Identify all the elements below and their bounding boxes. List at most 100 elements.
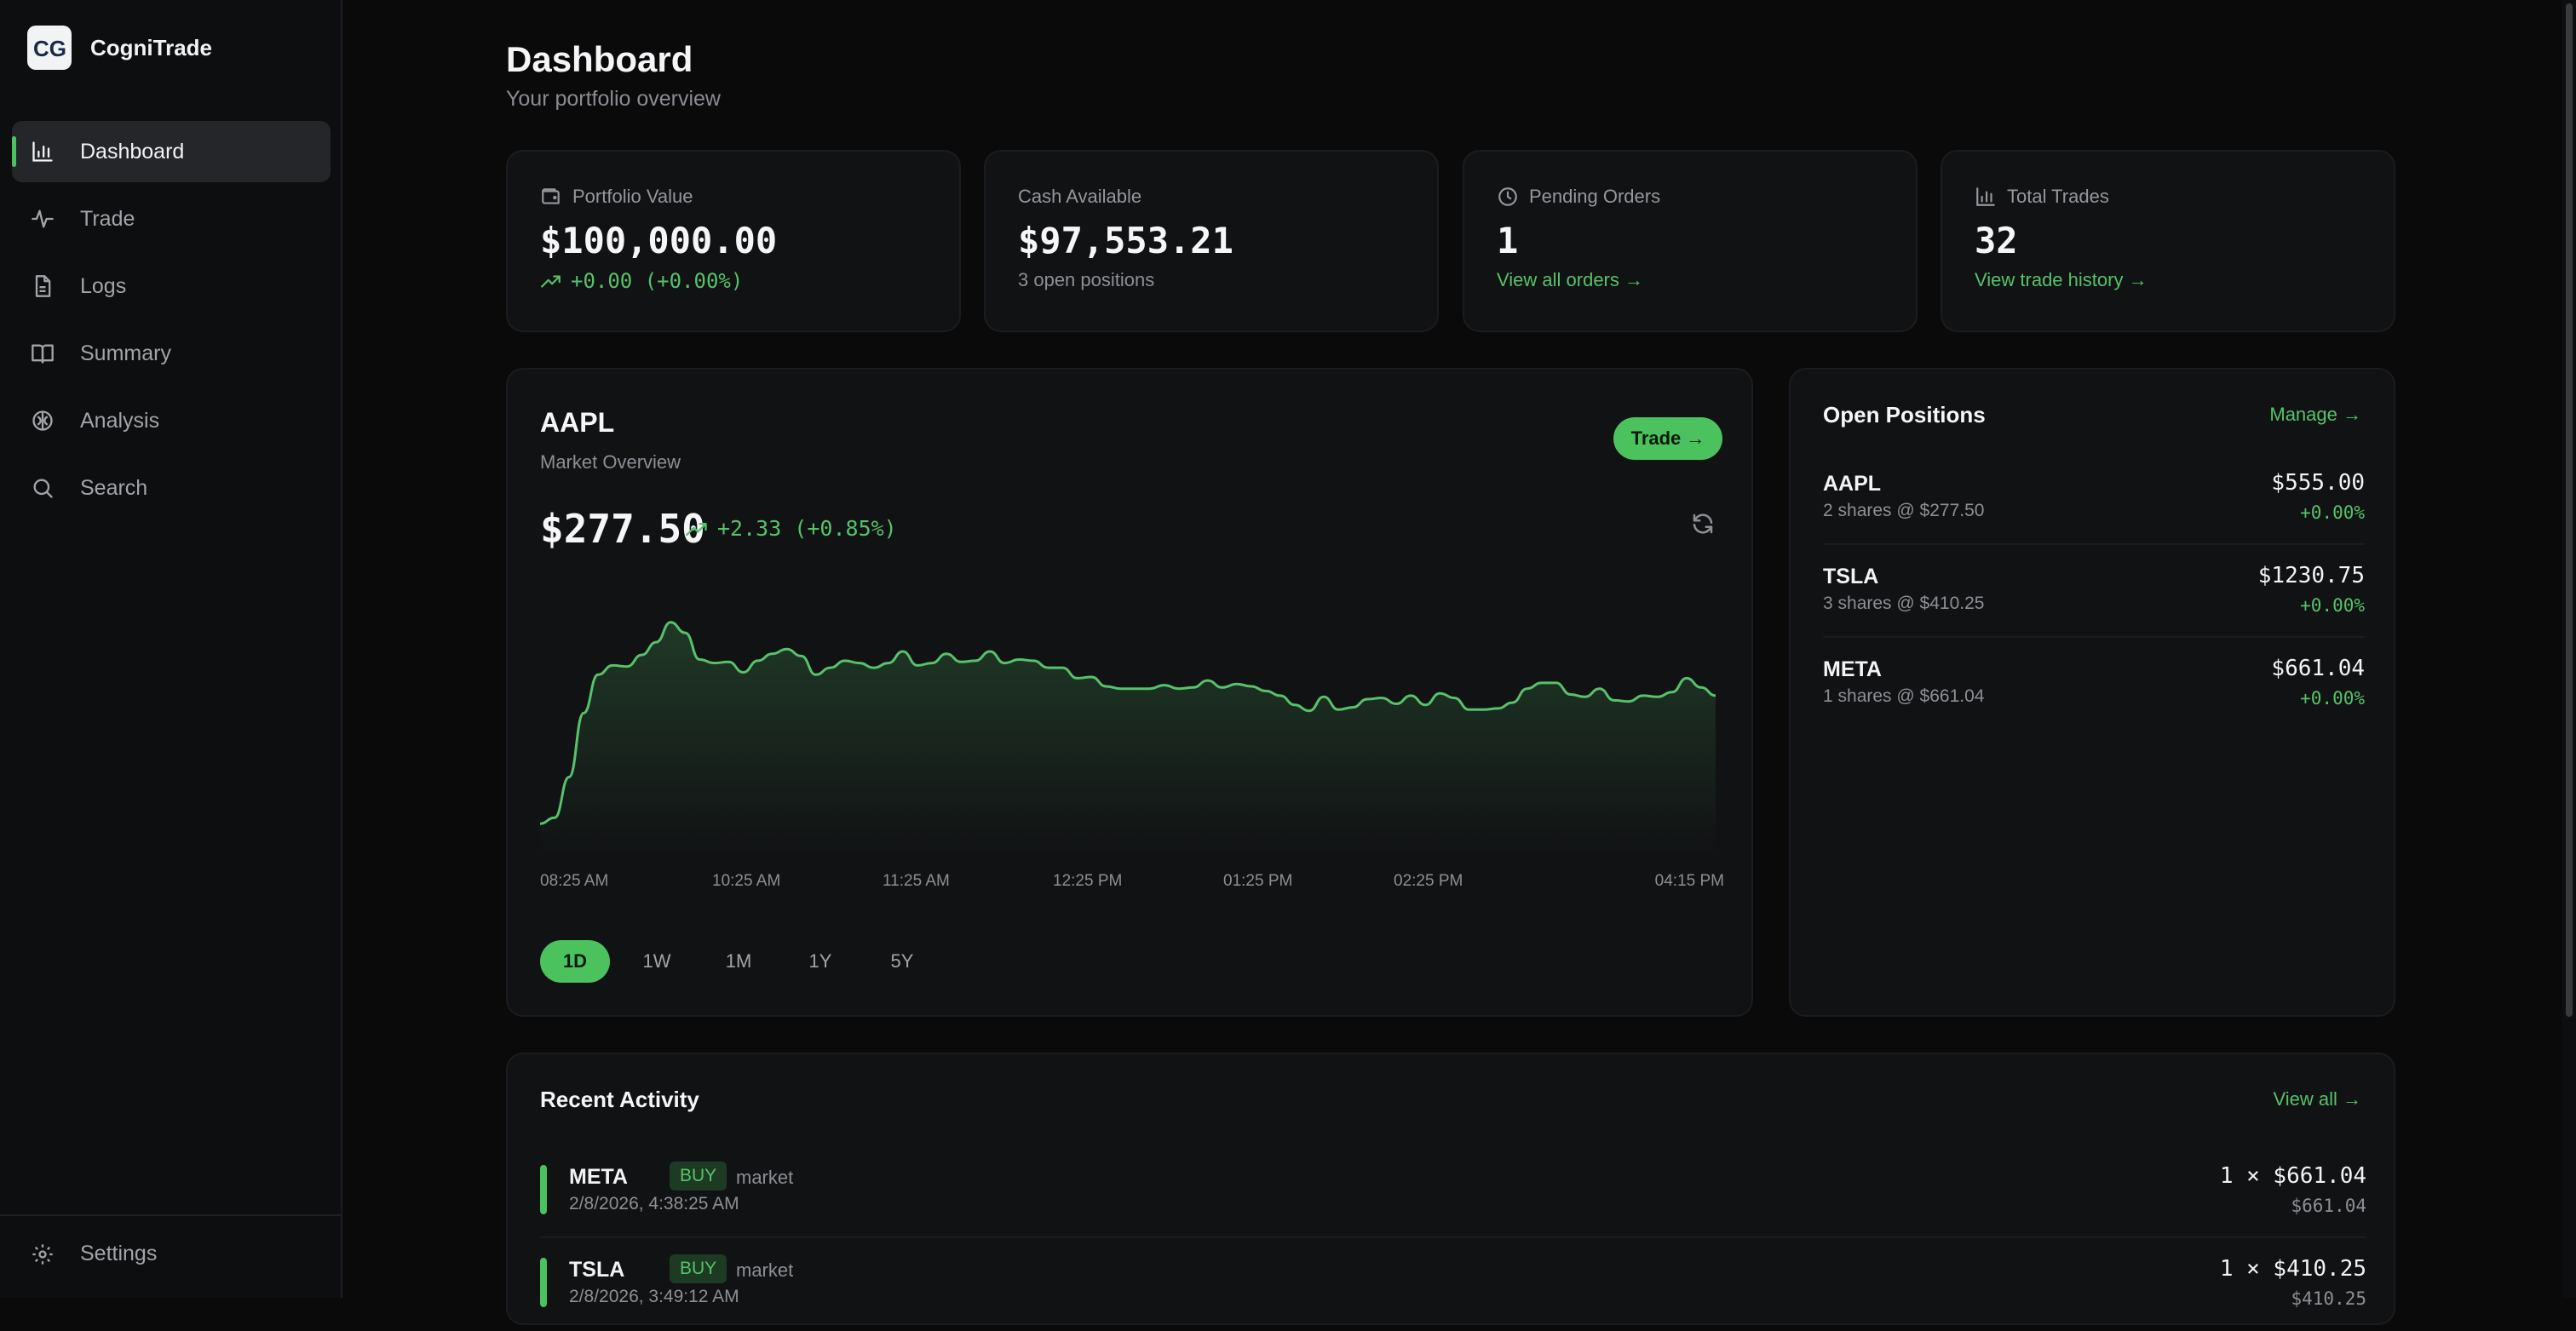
activity-quantity: 1 × $661.04 [2219,1163,2366,1189]
trending-up-icon [686,522,707,536]
x-tick-label: 08:25 AM [540,872,609,890]
position-row[interactable]: AAPL 2 shares @ $277.50 $555.00 +0.00% [1823,453,2365,545]
activity-total: $410.25 [2291,1288,2366,1309]
bar-chart-icon [32,141,53,162]
page-title: Dashboard [506,39,693,79]
activity-timestamp: 2/8/2026, 3:49:12 AM [569,1287,739,1306]
chart-area-fill [540,622,1716,855]
price-chart[interactable] [540,600,1716,855]
position-detail: 1 shares @ $661.04 [1823,686,1985,706]
sidebar-item-dashboard[interactable]: Dashboard [12,121,331,182]
range-1d-button[interactable]: 1D [540,940,610,983]
stat-card-total-trades: Total Trades 32 View trade history → [1941,150,2395,332]
activity-total: $661.04 [2291,1196,2366,1216]
stat-label: Portfolio Value [540,186,693,208]
position-value: $555.00 [2271,470,2365,496]
x-tick-label: 01:25 PM [1223,872,1293,890]
x-tick-label: 02:25 PM [1394,872,1463,890]
activity-indicator [540,1258,547,1307]
stat-foot: 3 open positions [1018,269,1155,290]
sidebar-item-label: Logs [80,273,127,298]
refresh-icon[interactable] [1690,511,1716,536]
chart-price-line [540,621,1716,825]
bar-chart-icon [1976,187,1995,206]
settings-label: Settings [80,1242,158,1265]
positions-title: Open Positions [1823,402,1986,427]
view-all-activity-link[interactable]: View all → [2273,1088,2361,1110]
brand[interactable]: CG CogniTrade [27,26,212,70]
stat-card-portfolio-value: Portfolio Value $100,000.00 +0.00 (+0.00… [506,150,961,332]
gear-icon [32,1243,53,1265]
sidebar-item-trade[interactable]: Trade [12,188,331,250]
position-value: $1230.75 [2257,563,2365,588]
stat-label: Total Trades [1975,186,2109,208]
trade-button[interactable]: Trade → [1613,417,1722,460]
order-type: market [736,1259,794,1281]
manage-positions-link[interactable]: Manage → [2269,404,2361,425]
svg-text:CG: CG [33,36,66,60]
open-positions-card: Open Positions Manage → AAPL 2 shares @ … [1789,368,2395,1017]
stat-change: +0.00 (+0.00%) [540,269,743,293]
order-side-badge: BUY [670,1162,727,1190]
stat-card-cash-available: Cash Available $97,553.21 3 open positio… [984,150,1439,332]
recent-activity-card: Recent Activity View all → META BUY mark… [506,1053,2395,1325]
activity-symbol: TSLA [569,1258,625,1282]
position-detail: 3 shares @ $410.25 [1823,594,1985,613]
x-tick-label: 12:25 PM [1053,872,1123,890]
position-symbol: TSLA [1823,565,1879,588]
sidebar-item-label: Summary [80,341,171,365]
sidebar-item-summary[interactable]: Summary [12,323,331,384]
x-tick-label: 11:25 AM [883,872,950,890]
activity-title: Recent Activity [540,1087,699,1112]
main-content: Dashboard Your portfolio overview Portfo… [506,0,2395,1325]
sidebar-item-settings[interactable]: Settings [31,1242,157,1266]
stat-value: $97,553.21 [1018,220,1233,261]
position-change: +0.00% [2300,688,2365,709]
market-chart-card: AAPL Market Overview Trade → $277.50 +2.… [506,368,1753,1017]
range-5y-button[interactable]: 5Y [890,950,914,972]
current-price: $277.50 [540,506,705,552]
range-1m-button[interactable]: 1M [725,950,752,972]
clock-icon [1498,187,1517,206]
view-all-orders-link[interactable]: View all orders → [1497,269,1643,290]
sidebar-item-logs[interactable]: Logs [12,255,331,317]
activity-row[interactable]: TSLA BUY market 2/8/2026, 3:49:12 AM 1 ×… [540,1239,2366,1331]
order-side-badge: BUY [670,1254,727,1283]
position-change: +0.00% [2300,502,2365,523]
sidebar: CG CogniTrade Dashboard Trade Logs Summa… [0,0,342,1298]
activity-quantity: 1 × $410.25 [2219,1256,2366,1282]
range-1y-button[interactable]: 1Y [808,950,832,972]
app-name: CogniTrade [90,34,213,60]
activity-row[interactable]: META BUY market 2/8/2026, 4:38:25 AM 1 ×… [540,1146,2366,1238]
sidebar-item-label: Search [80,475,148,500]
scrollbar[interactable] [2562,0,2576,1298]
page-subtitle: Your portfolio overview [506,87,721,111]
position-row[interactable]: TSLA 3 shares @ $410.25 $1230.75 +0.00% [1823,546,2365,638]
position-row[interactable]: META 1 shares @ $661.04 $661.04 +0.00% [1823,639,2365,731]
position-value: $661.04 [2271,656,2365,681]
activity-icon [32,209,54,228]
x-tick-label: 04:15 PM [1654,872,1724,890]
file-text-icon [35,275,51,297]
brain-icon [32,410,53,431]
view-trade-history-link[interactable]: View trade history → [1975,269,2148,290]
stat-card-pending-orders: Pending Orders 1 View all orders → [1463,150,1918,332]
stat-value: $100,000.00 [540,220,778,261]
scrollbar-thumb[interactable] [2566,3,2573,1017]
position-detail: 2 shares @ $277.50 [1823,501,1985,520]
book-open-icon [32,344,54,364]
sidebar-item-analysis[interactable]: Analysis [12,390,331,451]
sidebar-item-label: Trade [80,206,135,231]
chart-symbol: AAPL [540,407,615,438]
position-symbol: AAPL [1823,472,1882,496]
sidebar-nav: Dashboard Trade Logs Summary Analysis Se… [12,121,331,525]
stat-value: 32 [1975,220,2018,261]
wallet-icon [542,188,560,204]
trending-up-icon [541,275,561,288]
range-1w-button[interactable]: 1W [642,950,671,972]
sidebar-item-label: Analysis [80,408,160,433]
stat-label: Pending Orders [1497,186,1660,208]
app-logo: CG [27,26,72,70]
activity-timestamp: 2/8/2026, 4:38:25 AM [569,1194,739,1213]
sidebar-item-search[interactable]: Search [12,457,331,519]
